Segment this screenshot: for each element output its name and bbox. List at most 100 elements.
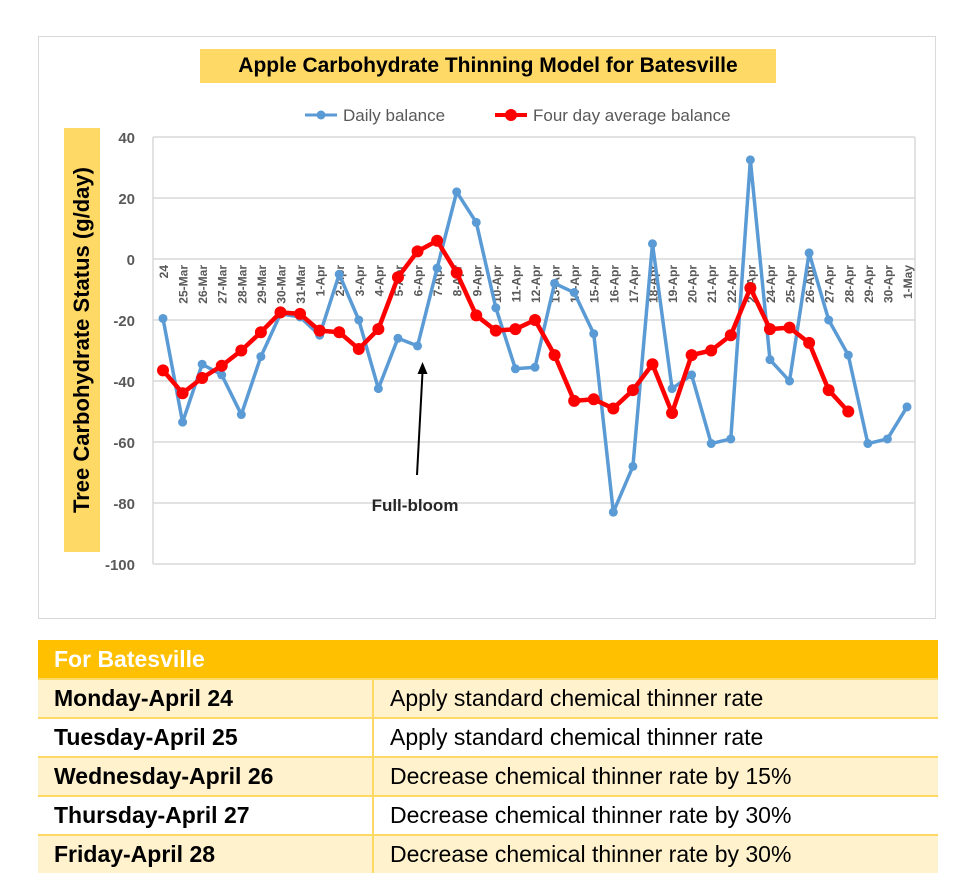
data-point — [685, 349, 698, 362]
data-point — [803, 336, 816, 349]
x-tick-label: 26-Mar — [196, 265, 210, 304]
data-point — [510, 364, 520, 374]
x-tick-label: 6-Apr — [412, 265, 426, 297]
data-point — [372, 323, 385, 336]
action-cell: Decrease chemical thinner rate by 30% — [373, 834, 938, 873]
data-point — [452, 187, 462, 197]
y-tick-label: -80 — [113, 496, 135, 513]
table-row: Monday-April 24 Apply standard chemical t… — [38, 678, 938, 718]
annotation-arrow — [416, 371, 424, 476]
x-tick-label: 1-May — [901, 265, 915, 299]
data-point — [294, 307, 307, 320]
day-cell: Monday-April 24 — [38, 678, 374, 718]
x-tick-label: 16-Apr — [607, 265, 621, 303]
table-row: Wednesday-April 26 Decrease chemical thin… — [38, 756, 938, 796]
action-cell: Apply standard chemical thinner rate — [373, 678, 938, 718]
chart-title: Apple Carbohydrate Thinning Model for Ba… — [200, 49, 776, 83]
chart-frame — [38, 36, 936, 619]
data-point — [882, 434, 892, 444]
data-point — [176, 387, 189, 400]
day-cell: Thursday-April 27 — [38, 795, 374, 835]
y-tick-label: 20 — [118, 191, 135, 208]
x-tick-label: 20-Apr — [686, 265, 700, 303]
data-point — [334, 269, 344, 279]
thinning-schedule-table: For Batesville Monday-April 24 Apply stan… — [38, 640, 938, 873]
annotation-label: Full-bloom — [372, 496, 459, 515]
x-tick-label: 4-Apr — [372, 265, 386, 297]
data-point — [765, 355, 775, 365]
data-point — [745, 155, 755, 165]
data-point — [822, 384, 835, 397]
data-point — [373, 384, 383, 394]
data-point — [628, 461, 638, 471]
x-tick-label: 25-Mar — [177, 265, 191, 304]
day-cell: Tuesday-April 25 — [38, 717, 374, 757]
x-tick-label: 31-Mar — [294, 265, 308, 304]
action-cell: Apply standard chemical thinner rate — [373, 717, 938, 757]
data-point — [548, 349, 561, 362]
data-point — [470, 309, 483, 322]
x-tick-label: 15-Apr — [588, 265, 602, 303]
data-point — [587, 393, 600, 406]
data-point — [626, 384, 639, 397]
day-cell: Friday-April 28 — [38, 834, 374, 873]
data-point — [235, 344, 248, 357]
x-tick-label: 30-Mar — [274, 265, 288, 304]
x-tick-label: 24 — [157, 265, 171, 279]
legend-label: Four day average balance — [533, 106, 731, 125]
data-point — [413, 341, 423, 351]
data-point — [354, 315, 364, 325]
data-point — [471, 217, 481, 227]
x-tick-label: 22-Apr — [725, 265, 739, 303]
x-tick-label: 3-Apr — [353, 265, 367, 297]
arrow-head-icon — [417, 362, 428, 374]
data-point — [197, 359, 207, 369]
legend-marker — [505, 109, 517, 121]
x-tick-label: 25-Apr — [784, 265, 798, 303]
data-point — [313, 324, 326, 337]
x-tick-label: 21-Apr — [705, 265, 719, 303]
data-point — [431, 234, 444, 247]
data-point — [489, 324, 502, 337]
y-tick-label: -100 — [105, 557, 135, 574]
data-point — [393, 333, 403, 343]
data-point — [411, 245, 424, 258]
x-tick-label: 9-Apr — [470, 265, 484, 297]
data-point — [274, 306, 287, 319]
x-tick-label: 27-Mar — [216, 265, 230, 304]
data-point — [763, 323, 776, 336]
data-point — [706, 439, 716, 449]
x-tick-label: 29-Apr — [862, 265, 876, 303]
x-tick-label: 12-Apr — [529, 265, 543, 303]
data-point — [608, 507, 618, 517]
y-tick-label: 0 — [127, 252, 135, 269]
data-point — [785, 376, 795, 386]
data-point — [646, 358, 659, 371]
data-point — [178, 417, 188, 427]
data-point — [529, 314, 541, 326]
data-point — [157, 364, 169, 377]
data-point — [842, 405, 855, 418]
table-row: Friday-April 28 Decrease chemical thinner… — [38, 834, 938, 873]
legend-label: Daily balance — [343, 106, 445, 125]
data-point — [569, 288, 579, 298]
data-point — [705, 344, 718, 357]
data-point — [391, 271, 404, 284]
table-header: For Batesville — [38, 640, 938, 679]
series-line-daily-balance — [161, 158, 909, 514]
data-point — [666, 407, 679, 420]
y-tick-label: -60 — [113, 435, 135, 452]
x-tick-label: 28-Apr — [842, 265, 856, 303]
data-point — [824, 315, 834, 325]
table-row: Tuesday-April 25 Apply standard chemical … — [38, 717, 938, 757]
data-point — [196, 371, 209, 384]
data-point — [158, 313, 168, 323]
data-point — [744, 281, 757, 294]
data-point — [352, 342, 365, 355]
data-point — [254, 326, 267, 339]
data-point — [902, 402, 912, 412]
data-point — [667, 384, 677, 394]
data-point — [647, 239, 657, 249]
data-point — [589, 329, 599, 339]
y-tick-label: -20 — [113, 313, 135, 330]
